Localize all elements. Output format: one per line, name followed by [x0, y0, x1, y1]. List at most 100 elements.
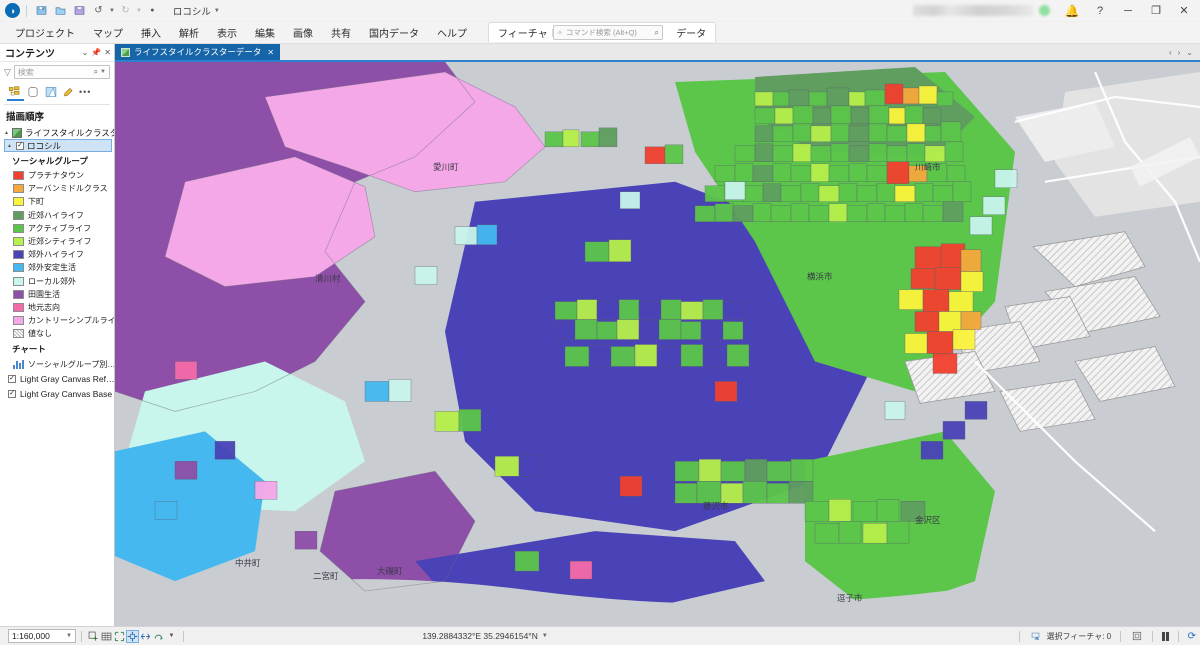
drawing-order-icon[interactable] — [8, 86, 21, 98]
layer-visibility-checkbox[interactable] — [8, 374, 16, 383]
legend-item[interactable]: 郊外ハイライフ — [4, 248, 114, 261]
command-search-input[interactable]: ✧ コマンド検索 (Alt+Q) ⌕ — [553, 25, 663, 40]
prev-tab-icon[interactable]: ‹ — [1168, 47, 1172, 57]
toc-sublayer-rokoshiru[interactable]: ▲ ロコシル — [4, 139, 112, 152]
pin-icon[interactable]: 📌 — [91, 48, 102, 57]
chevron-down-icon[interactable]: ▼ — [100, 69, 106, 75]
close-pane-icon[interactable]: ✕ — [104, 48, 111, 57]
legend-item[interactable]: アーバンミドルクラス — [4, 182, 114, 195]
legend-item[interactable]: 値なし — [4, 327, 114, 340]
chart-item[interactable]: ソーシャルグループ別… — [4, 357, 114, 371]
open-project-icon[interactable] — [52, 2, 69, 19]
divider — [26, 4, 27, 17]
contents-search-input[interactable]: 検索 ⌕ ▼ — [13, 65, 110, 79]
tab-map[interactable]: マップ — [93, 28, 123, 40]
legend-item[interactable]: 地元志向 — [4, 301, 114, 314]
chevron-down-icon[interactable]: ▼ — [541, 633, 548, 639]
customize-qat-icon[interactable]: ● — [150, 7, 155, 14]
legend-swatch[interactable] — [13, 263, 24, 273]
basemap-reference-layer[interactable]: Light Gray Canvas Ref… — [4, 371, 114, 386]
legend-label: 近郊ハイライフ — [28, 210, 84, 220]
tab-feature-layer[interactable]: フィーチャ レイヤー — [498, 29, 591, 40]
refresh-icon[interactable]: ⟳ — [1187, 630, 1196, 642]
legend-swatch[interactable] — [13, 276, 24, 286]
layer-visibility-checkbox[interactable] — [8, 389, 16, 398]
project-name-menu[interactable]: ロコシル ▼ — [173, 4, 220, 18]
legend-swatch[interactable] — [13, 223, 24, 233]
pause-drawing-icon[interactable] — [1162, 631, 1169, 641]
legend-swatch[interactable] — [13, 184, 24, 194]
legend-swatch[interactable] — [13, 289, 24, 299]
tab-share[interactable]: 共有 — [331, 28, 351, 40]
expand-arrow-icon[interactable]: ▲ — [4, 129, 9, 136]
minimize-button[interactable]: ─ — [1124, 4, 1132, 17]
tab-help[interactable]: ヘルプ — [437, 28, 467, 40]
arcgis-pro-icon[interactable]: ◑ — [5, 3, 20, 18]
tab-list-icon[interactable]: ⌄ — [1186, 47, 1193, 57]
expand-arrow-icon[interactable]: ▲ — [7, 142, 12, 149]
legend-swatch[interactable] — [13, 210, 24, 220]
legend-item[interactable]: 近郊ハイライフ — [4, 209, 114, 222]
contents-pane: コンテンツ ⌄ 📌 ✕ ▽ 検索 ⌕ ▼ — [0, 44, 115, 626]
map-tab-active[interactable]: ライフスタイルクラスターデータ ✕ — [115, 44, 281, 60]
data-source-icon[interactable] — [27, 86, 39, 98]
legend-item[interactable]: カントリーシンプルライフ — [4, 314, 114, 327]
save-project-icon[interactable] — [33, 2, 50, 19]
coordinate-readout[interactable]: 139.2884332°E 35.2946154°N ▼ — [422, 631, 547, 641]
tab-analysis[interactable]: 解析 — [179, 28, 199, 40]
tab-edit[interactable]: 編集 — [255, 28, 275, 40]
legend-swatch[interactable] — [13, 171, 24, 181]
legend-item[interactable]: 郊外安定生活 — [4, 261, 114, 274]
filter-icon[interactable]: ▽ — [4, 66, 11, 77]
grid-tool-icon[interactable] — [100, 630, 113, 643]
close-tab-icon[interactable]: ✕ — [267, 47, 275, 57]
legend-item[interactable]: 田園生活 — [4, 288, 114, 301]
tools-dropdown-icon[interactable]: ▼ — [168, 633, 175, 639]
legend-item[interactable]: アクティブライフ — [4, 222, 114, 235]
tab-insert[interactable]: 挿入 — [141, 28, 161, 40]
legend-swatch[interactable] — [13, 302, 24, 312]
tab-data[interactable]: データ — [676, 29, 707, 40]
legend-swatch[interactable] — [13, 250, 24, 260]
more-options-icon[interactable]: ••• — [79, 86, 92, 97]
legend-item[interactable]: 下町 — [4, 195, 114, 208]
toc-layer-group[interactable]: ▲ ライフスタイルクラスターデ… — [4, 126, 114, 139]
legend-swatch[interactable] — [13, 237, 24, 247]
restore-button[interactable]: ❐ — [1151, 5, 1161, 17]
pan-tool-icon[interactable] — [126, 629, 139, 643]
map-canvas[interactable]: 清川村 愛川町 中井町 大磯町 二宮町 藤沢市 横浜市 川崎市 金沢区 逗子市 — [115, 62, 1200, 626]
legend-item[interactable]: ローカル郊外 — [4, 275, 114, 288]
map-scale-selector[interactable]: 1:160,000 ▼ — [8, 629, 76, 643]
redo-dropdown-icon[interactable]: ▼ — [135, 7, 142, 14]
tab-project[interactable]: プロジェクト — [15, 28, 75, 40]
undo-dropdown-icon[interactable]: ▼ — [109, 7, 115, 14]
layer-visibility-checkbox[interactable] — [16, 141, 24, 150]
select-tool-icon[interactable] — [113, 630, 126, 643]
tab-view[interactable]: 表示 — [217, 28, 237, 40]
legend-swatch[interactable] — [13, 197, 24, 207]
save-as-icon[interactable] — [71, 2, 88, 19]
next-tab-icon[interactable]: › — [1177, 47, 1181, 57]
user-account-label[interactable] — [913, 5, 1033, 16]
bookmark-tool-icon[interactable] — [152, 630, 165, 643]
legend-swatch-nodata[interactable] — [13, 329, 24, 339]
legend-swatch[interactable] — [13, 316, 24, 326]
map-extent-icon[interactable] — [1130, 630, 1143, 643]
selection-icon[interactable] — [45, 86, 57, 98]
legend-item[interactable]: 近郊シティライフ — [4, 235, 114, 248]
notifications-icon[interactable]: 🔔 — [1064, 3, 1080, 18]
legend-item[interactable]: プラチナタウン — [4, 169, 114, 182]
pane-menu-icon[interactable]: ⌄ — [81, 48, 89, 57]
editing-icon[interactable] — [63, 87, 73, 98]
basemap-base-layer[interactable]: Light Gray Canvas Base — [4, 386, 114, 401]
close-button[interactable]: ✕ — [1179, 5, 1189, 17]
divider — [4, 104, 110, 105]
tab-japan-data[interactable]: 国内データ — [369, 28, 419, 40]
measure-tool-icon[interactable] — [139, 630, 152, 643]
search-icon: ⌕ — [93, 67, 99, 76]
tab-imagery[interactable]: 画像 — [293, 28, 313, 40]
explore-tool-icon[interactable] — [87, 630, 100, 643]
redo-icon[interactable]: ↻ — [121, 5, 130, 16]
help-icon[interactable]: ? — [1096, 4, 1104, 17]
undo-icon[interactable]: ↺ — [94, 5, 103, 16]
